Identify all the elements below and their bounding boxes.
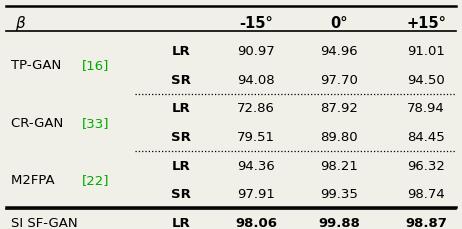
Text: LR: LR	[171, 45, 190, 58]
Text: LR: LR	[171, 159, 190, 172]
Text: M2FPA: M2FPA	[11, 173, 59, 186]
Text: SR: SR	[171, 131, 191, 143]
Text: 98.74: 98.74	[407, 188, 445, 201]
Text: 72.86: 72.86	[237, 102, 275, 115]
Text: LR: LR	[171, 216, 190, 229]
Text: 97.70: 97.70	[320, 73, 358, 86]
Text: 97.91: 97.91	[237, 188, 275, 201]
Text: LR: LR	[171, 102, 190, 115]
Text: 99.35: 99.35	[320, 188, 358, 201]
Text: 94.08: 94.08	[237, 73, 275, 86]
Text: CR-GAN: CR-GAN	[11, 116, 67, 129]
Text: -15°: -15°	[239, 16, 273, 31]
Text: 90.97: 90.97	[237, 45, 275, 58]
Text: 87.92: 87.92	[320, 102, 358, 115]
Text: 89.80: 89.80	[320, 131, 358, 143]
Text: +15°: +15°	[406, 16, 446, 31]
Text: [16]: [16]	[82, 59, 109, 72]
Text: 79.51: 79.51	[237, 131, 275, 143]
Text: 94.36: 94.36	[237, 159, 275, 172]
Text: 96.32: 96.32	[407, 159, 445, 172]
Text: [22]: [22]	[82, 173, 109, 186]
Text: 84.45: 84.45	[407, 131, 445, 143]
Text: 94.50: 94.50	[407, 73, 445, 86]
Text: 98.06: 98.06	[235, 216, 277, 229]
Text: 98.87: 98.87	[405, 216, 447, 229]
Text: 99.88: 99.88	[318, 216, 360, 229]
Text: SI SF-GAN: SI SF-GAN	[11, 216, 77, 229]
Text: $\beta$: $\beta$	[15, 14, 26, 33]
Text: 78.94: 78.94	[407, 102, 445, 115]
Text: 98.21: 98.21	[320, 159, 358, 172]
Text: 0°: 0°	[330, 16, 348, 31]
Text: [33]: [33]	[82, 116, 109, 129]
Text: SR: SR	[171, 188, 191, 201]
Text: TP-GAN: TP-GAN	[11, 59, 65, 72]
Text: 94.96: 94.96	[320, 45, 358, 58]
Text: 91.01: 91.01	[407, 45, 445, 58]
Text: SR: SR	[171, 73, 191, 86]
